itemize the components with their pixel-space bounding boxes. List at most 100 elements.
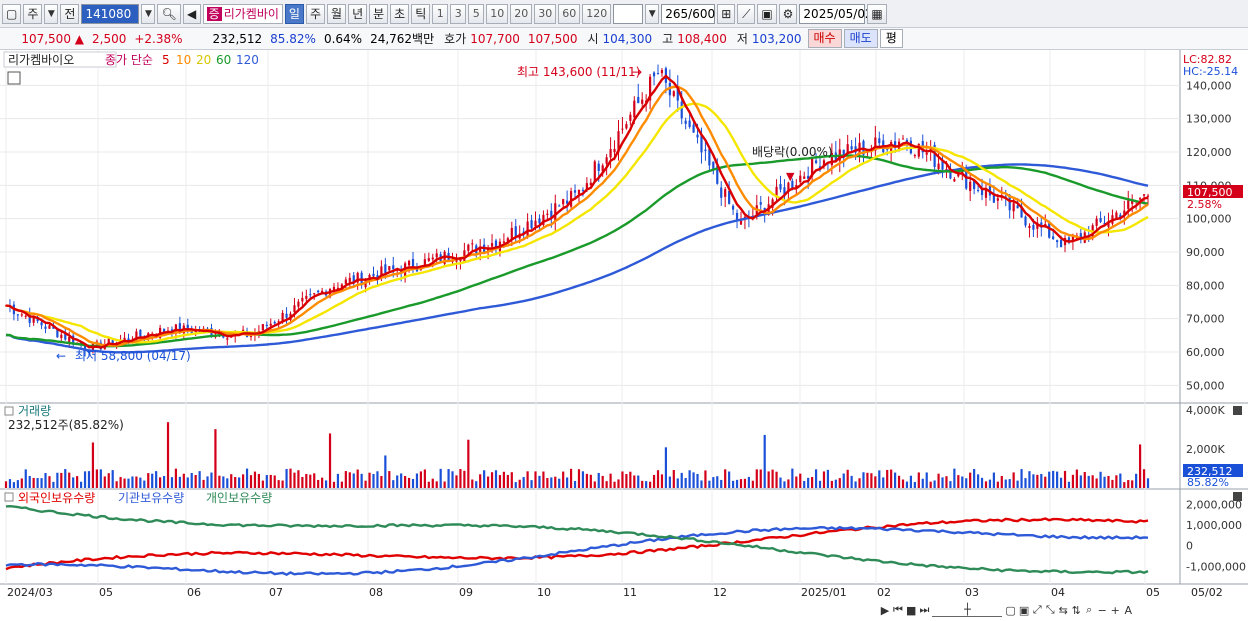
code-dropdown-icon[interactable]: ▼ (141, 3, 156, 24)
candle-body (261, 324, 264, 331)
tab-tick[interactable]: 틱 (411, 3, 431, 24)
draw-tool-icon[interactable]: ⟋ (737, 3, 756, 24)
volume-close-icon[interactable] (1233, 406, 1242, 415)
dividend-annotation: 배당락(0.00%) (752, 145, 833, 159)
volume-bar (317, 479, 320, 488)
volume-bar (538, 475, 541, 488)
interval-60[interactable]: 60 (558, 3, 581, 24)
tool-icon-2[interactable]: ▣ (1018, 603, 1030, 617)
stop-icon[interactable]: ■ (906, 603, 917, 617)
average-button[interactable]: 평 (879, 29, 903, 48)
window-icon[interactable]: ▢ (2, 3, 22, 24)
volume-bar (1107, 475, 1110, 488)
sell-button[interactable]: 매도 (843, 29, 878, 48)
candle-body (16, 314, 19, 316)
candle-body (305, 295, 308, 299)
volume-bar (352, 473, 355, 488)
tool-icon-4[interactable]: ⤡ (1045, 603, 1055, 616)
holdings-close-icon[interactable] (1233, 492, 1242, 501)
chart-svg[interactable]: →←▼ 140,000130,000120,000110,000100,0009… (0, 50, 1248, 621)
volume-bar (1071, 474, 1075, 488)
date-input[interactable]: 2025/05/02 (799, 3, 873, 24)
candle-body (1016, 205, 1019, 209)
stock-code-input[interactable]: 141080 (81, 3, 140, 24)
interval-3[interactable]: 3 (450, 3, 467, 24)
holdings-panel-icon[interactable] (4, 492, 14, 502)
volume-bar (455, 475, 458, 488)
custom-interval-input[interactable] (613, 3, 644, 24)
type-select[interactable]: 전 (60, 3, 80, 24)
tool-icon-5[interactable]: ⇆ (1058, 603, 1068, 617)
speaker-icon[interactable]: ◀ (182, 3, 201, 24)
ma60-line (5, 154, 1149, 348)
interval-1[interactable]: 1 (432, 3, 449, 24)
tool-icon-6[interactable]: ⇅ (1071, 603, 1081, 617)
candle-body (451, 261, 454, 263)
tab-week[interactable]: 주 (305, 3, 326, 24)
tab-year[interactable]: 년 (348, 3, 368, 24)
period-dropdown-icon[interactable]: ▼ (44, 3, 59, 24)
plus-icon[interactable]: + (1110, 603, 1120, 617)
volume-bar (483, 470, 486, 488)
candle-body (562, 199, 565, 205)
volume-panel-icon[interactable] (4, 406, 14, 416)
interval-120[interactable]: 120 (582, 3, 612, 24)
volume-bar (550, 477, 553, 488)
gear-icon[interactable]: ⚙ (778, 3, 798, 24)
stock-name[interactable]: 증 리가켐바이 (202, 3, 283, 24)
font-icon[interactable]: A (1124, 603, 1132, 617)
volume-bar (404, 476, 407, 488)
buy-button[interactable]: 매수 (807, 29, 842, 48)
volume-bar (656, 470, 660, 488)
volume-bar (724, 469, 727, 488)
low-arrow: ← (56, 349, 66, 363)
first-page-icon[interactable]: ⏮ (893, 603, 903, 616)
last-page-icon[interactable]: ⏭ (919, 603, 930, 616)
candle-body (435, 253, 438, 258)
tab-second[interactable]: 초 (390, 3, 410, 24)
tool-icon-1[interactable]: ▢ (1005, 603, 1016, 617)
candle-body (384, 264, 387, 273)
volume-bar (629, 471, 632, 488)
calendar-icon[interactable]: ▦ (867, 3, 887, 24)
zoom-slider[interactable]: ┼ (932, 603, 1003, 617)
tab-month[interactable]: 월 (327, 3, 347, 24)
volume-bar (890, 469, 893, 488)
tool-icon-3[interactable]: ⤢ (1032, 603, 1042, 616)
volume-bar (400, 473, 403, 488)
search-icon[interactable]: 🔍︎ (157, 3, 181, 24)
volume-bar (731, 480, 735, 488)
period-select[interactable]: 주 (23, 3, 43, 24)
volume-bar (759, 469, 762, 488)
candle-body (285, 313, 288, 318)
volume-bar (949, 481, 952, 488)
interval-10[interactable]: 10 (486, 3, 509, 24)
chart-type-icon[interactable]: ⊞ (717, 3, 736, 24)
count-input[interactable]: 265/600 (661, 3, 716, 24)
tab-day[interactable]: 일 (284, 3, 304, 24)
chart-area[interactable]: →←▼ 140,000130,000120,000110,000100,0009… (0, 50, 1248, 621)
volume-tag-value: 232,512 (1187, 465, 1233, 478)
volume-bar (475, 481, 478, 488)
scroll-right-icon[interactable]: ▶ (880, 603, 890, 617)
interval-20[interactable]: 20 (510, 3, 533, 24)
volume-bar (194, 475, 197, 488)
interval-dropdown-icon[interactable]: ▼ (645, 3, 660, 24)
minus-icon[interactable]: − (1097, 603, 1107, 617)
candle-body (56, 328, 59, 338)
candle-body (459, 259, 462, 262)
volume-bar (64, 469, 67, 488)
volume-bar (917, 472, 920, 488)
search-zoom-icon[interactable]: ⌕ (1086, 603, 1093, 616)
interval-30[interactable]: 30 (534, 3, 557, 24)
x-tick-label: 08 (369, 586, 383, 599)
volume-bar (510, 472, 513, 488)
tab-minute[interactable]: 분 (369, 3, 389, 24)
volume-bar (743, 478, 747, 488)
save-icon[interactable]: ▣ (757, 3, 777, 24)
interval-5[interactable]: 5 (468, 3, 485, 24)
candle-body (573, 190, 577, 193)
volume-bar (1099, 471, 1102, 488)
table-icon[interactable] (7, 71, 21, 85)
candle-body (1103, 222, 1106, 224)
